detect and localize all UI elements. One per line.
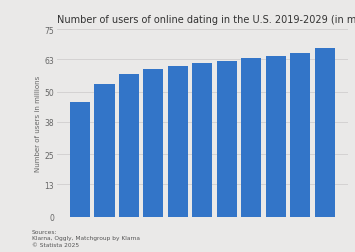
Text: Number of users of online dating in the U.S. 2019-2029 (in millions): Number of users of online dating in the … — [57, 15, 355, 25]
Bar — [70, 102, 90, 217]
Bar — [192, 64, 212, 217]
Bar — [217, 61, 237, 217]
Bar — [290, 54, 310, 217]
Bar — [119, 75, 139, 217]
Text: Sources:
Klarna, Oggly, Matchgroup by Klarna
© Statista 2025: Sources: Klarna, Oggly, Matchgroup by Kl… — [32, 229, 140, 247]
Bar — [143, 70, 163, 217]
Bar — [266, 56, 286, 217]
Bar — [241, 59, 261, 217]
Y-axis label: Number of users in millions: Number of users in millions — [36, 76, 42, 171]
Bar — [315, 49, 335, 217]
Bar — [168, 66, 188, 217]
Bar — [94, 85, 115, 217]
